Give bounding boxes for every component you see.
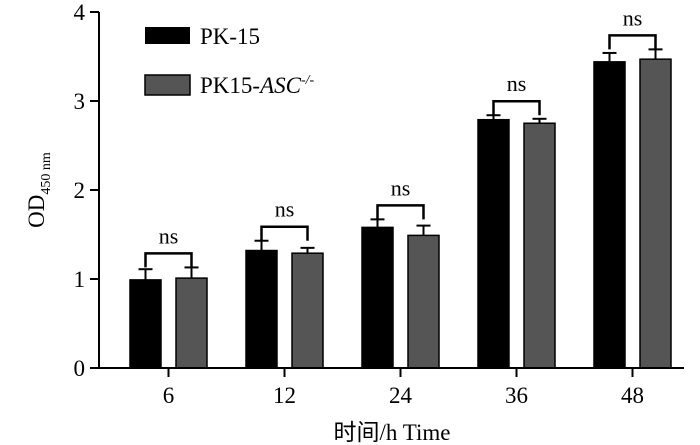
x-tick-label: 6 [163, 383, 175, 408]
legend-swatch-asc [144, 74, 191, 96]
bar-asc-36 [523, 122, 556, 369]
significance-bracket [144, 252, 193, 268]
x-ticks: 6 12 24 36 48 [163, 368, 644, 408]
legend: PK-15 PK15-ASC-/- [144, 24, 315, 98]
bar-pk15-48 [593, 61, 626, 369]
legend-label-asc-prefix: PK15- [200, 73, 260, 98]
bar-pk15-24 [361, 226, 394, 369]
significance-label: ns [507, 71, 527, 96]
significance-label: ns [275, 197, 295, 222]
significance-label: ns [159, 223, 179, 248]
significance-label: ns [391, 175, 411, 200]
significance-bracket [376, 204, 425, 220]
y-axis-title: OD450 nm [24, 152, 54, 228]
y-tick-label: 0 [74, 356, 86, 381]
bar-pk15-6 [129, 279, 162, 369]
significance-bracket [608, 34, 657, 50]
x-tick-label: 48 [621, 383, 644, 408]
legend-label-asc-sup: -/- [301, 73, 315, 88]
y-axis-title-sub: 450 nm [39, 152, 54, 195]
bar-asc-24 [407, 234, 440, 369]
x-tick-label: 12 [273, 383, 296, 408]
bar-asc-12 [291, 252, 324, 369]
significance-layer: ns ns ns ns ns [144, 5, 657, 268]
significance-bracket [260, 225, 309, 241]
bar-pk15-12 [245, 249, 278, 369]
legend-label-pk15: PK-15 [200, 24, 260, 49]
significance-label: ns [623, 5, 643, 30]
bar-pk15-36 [477, 118, 510, 369]
bars-layer [129, 48, 672, 369]
legend-label-asc-italic: ASC [258, 73, 302, 98]
y-tick-label: 1 [74, 267, 86, 292]
y-ticks: 0 1 2 3 4 [74, 0, 99, 381]
legend-swatch-pk15 [145, 27, 190, 44]
significance-bracket [492, 99, 541, 116]
x-axis-title: 时间/h Time [334, 420, 451, 445]
x-tick-label: 36 [505, 383, 528, 408]
y-axis-title-main: OD [24, 195, 49, 228]
y-tick-label: 3 [74, 89, 86, 114]
y-tick-label: 2 [74, 178, 86, 203]
x-tick-label: 24 [389, 383, 413, 408]
y-tick-label: 4 [74, 0, 86, 25]
bar-asc-6 [175, 277, 208, 369]
bar-asc-48 [639, 58, 672, 369]
legend-label-asc: PK15-ASC-/- [200, 73, 315, 98]
